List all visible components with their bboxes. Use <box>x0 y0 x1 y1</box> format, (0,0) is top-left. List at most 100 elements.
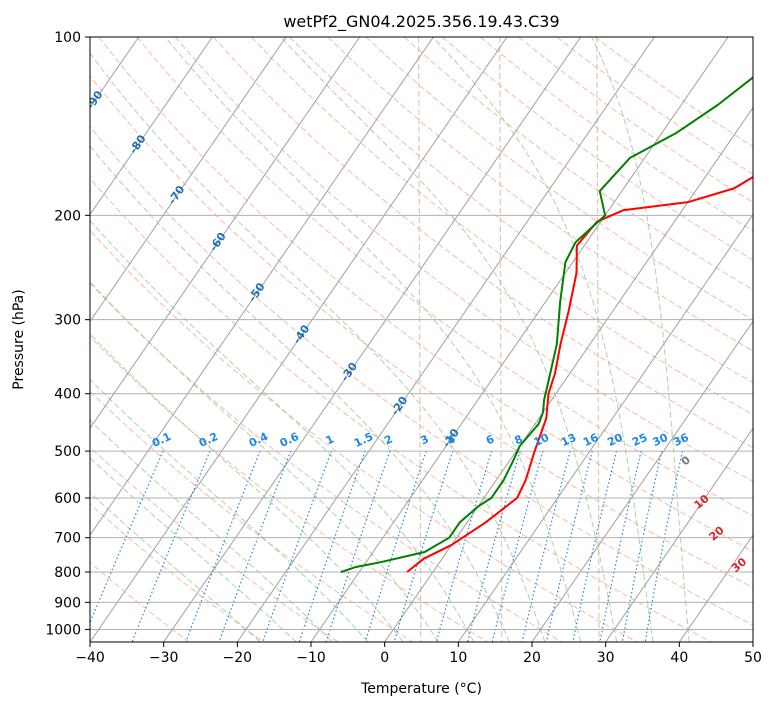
y-tick-label: 400 <box>54 387 81 403</box>
isotherm-label: -50 <box>246 280 268 304</box>
isotherm-label: -100 <box>31 51 58 81</box>
mixing-ratio-line <box>218 450 292 642</box>
y-tick-label: 700 <box>54 531 81 547</box>
dewpoint-profile <box>340 76 753 573</box>
y-tick-label: 1000 <box>45 622 81 638</box>
mixing-ratio-line <box>644 450 684 642</box>
dry-adiabat <box>90 229 638 642</box>
x-tick-label: −40 <box>75 650 105 666</box>
dry-adiabat <box>480 37 753 232</box>
dry-adiabat <box>365 37 753 321</box>
profile-lines <box>340 76 753 573</box>
dry-adiabat <box>90 74 753 589</box>
dry-adiabat <box>90 282 563 642</box>
moist-adiabat <box>90 281 439 642</box>
mixing-ratio-label: 25 <box>630 431 649 449</box>
mixing-ratio-line <box>393 450 454 642</box>
x-tick-label: 0 <box>380 650 389 666</box>
mixing-ratio-line <box>435 450 493 642</box>
mixing-ratio-line <box>599 450 642 642</box>
isotherm-line <box>163 37 582 642</box>
dry-adiabat <box>90 561 190 642</box>
dry-adiabat <box>441 37 753 261</box>
moist-adiabat <box>280 37 618 642</box>
mixing-ratio-line <box>131 450 211 642</box>
mixing-ratio-line <box>572 450 618 642</box>
mixing-ratio-label: 1 <box>324 432 336 447</box>
dry-adiabat <box>289 37 753 384</box>
moist-adiabat <box>90 333 404 642</box>
y-tick-label: 200 <box>54 208 81 224</box>
mixing-ratio-line <box>185 450 261 642</box>
mixing-ratio-line <box>364 450 427 642</box>
dry-adiabat <box>90 503 264 642</box>
moist-adiabat <box>90 491 261 642</box>
mixing-ratio-label: 16 <box>581 431 601 449</box>
y-tick-label: 800 <box>54 565 81 581</box>
isotherm-line <box>384 106 753 642</box>
mixing-ratio-line <box>325 450 391 642</box>
isotherm-label: -60 <box>207 230 229 254</box>
isotherm-line <box>90 37 287 323</box>
y-axis-label: Pressure (hPa) <box>11 289 27 389</box>
y-tick-label: 600 <box>54 491 81 507</box>
mixing-ratio-label: 0.1 <box>150 430 173 450</box>
dry-adiabat <box>90 177 712 642</box>
isotherm-line <box>90 37 434 537</box>
isotherm-label: -40 <box>290 322 312 346</box>
mixing-ratio-line <box>466 450 521 642</box>
mixing-ratio-line <box>521 450 571 642</box>
x-tick-label: 30 <box>597 650 615 666</box>
y-tick-label: 300 <box>54 313 81 329</box>
isotherm-line <box>236 37 655 642</box>
isotherm-label: -70 <box>166 183 188 207</box>
isotherm-label: -80 <box>127 132 149 156</box>
wetbulb-label: 10 <box>692 492 712 512</box>
isotherm-line <box>310 37 729 642</box>
dry-adiabat <box>327 37 753 352</box>
isotherm-line <box>90 37 361 430</box>
isotherm-line <box>752 641 753 642</box>
mixing-ratio-label: 30 <box>651 431 671 449</box>
mixing-ratio-label: 20 <box>605 431 625 449</box>
dry-adiabat <box>90 126 753 626</box>
moist-adiabat <box>90 419 333 642</box>
background-lines <box>0 37 753 642</box>
y-tick-label: 100 <box>54 30 81 46</box>
dry-adiabat <box>403 37 753 291</box>
x-tick-label: 10 <box>449 650 467 666</box>
wetbulb-label: 20 <box>707 523 727 543</box>
x-tick-label: 40 <box>670 650 688 666</box>
isotherm-line <box>605 427 753 642</box>
theta-e-curve <box>499 37 503 642</box>
mixing-ratio-line <box>491 450 544 642</box>
x-tick-label: −10 <box>296 650 326 666</box>
mixing-ratio-label: 0.2 <box>197 430 220 450</box>
moist-adiabat <box>90 52 546 642</box>
wetbulb-label: 0 <box>679 453 693 468</box>
mixing-ratio-label: 6 <box>484 432 497 447</box>
mixing-ratio-line <box>298 450 366 642</box>
mixing-ratio-label: 2 <box>382 432 394 447</box>
isotherm-line <box>531 320 753 642</box>
mixing-ratio-label: 36 <box>671 431 691 449</box>
moist-adiabat <box>90 219 475 642</box>
y-tick-label: 500 <box>54 444 81 460</box>
plot-area: -100-90-80-70-60-50-40-30-20-100.1 0.2 0.4… <box>0 37 753 642</box>
moist-adiabat <box>591 37 690 642</box>
axes-ticks: −40 −30 −20 −10 0 10 20 30 40 5010020030040050060… <box>45 30 762 666</box>
isotherm-line <box>678 534 753 642</box>
mixing-ratio-line <box>262 450 332 642</box>
isotherm-line <box>90 37 213 216</box>
temperature-profile <box>406 175 753 573</box>
x-tick-label: −30 <box>149 650 179 666</box>
x-tick-label: 50 <box>744 650 762 666</box>
moist-adiabat <box>90 145 510 642</box>
isotherm-line <box>90 37 508 642</box>
y-tick-label: 900 <box>54 595 81 611</box>
isotherm-line <box>0 37 65 642</box>
isotherm-label: -30 <box>338 360 360 384</box>
dry-adiabat <box>90 446 339 642</box>
theta-e-curve <box>418 37 422 642</box>
